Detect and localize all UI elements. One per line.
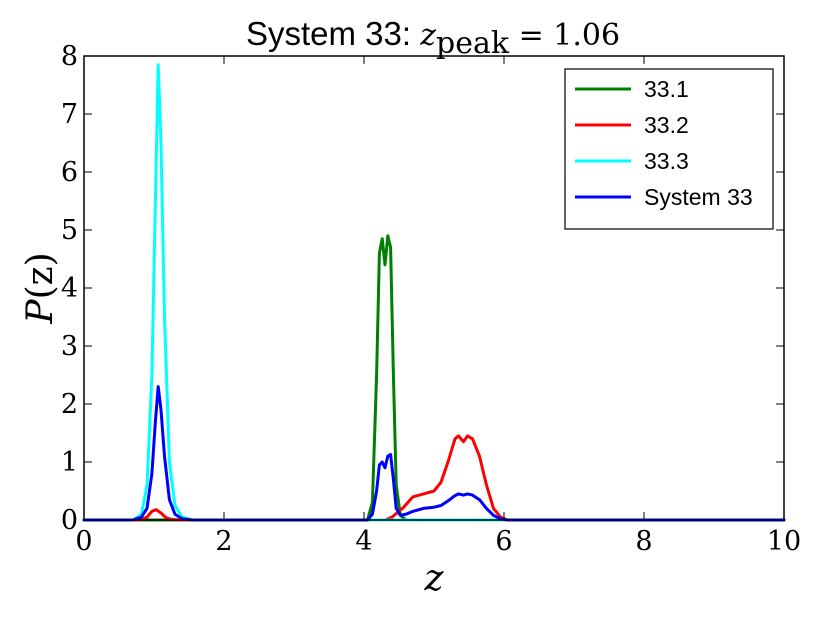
series-line-33-3 [82, 63, 786, 522]
y-tick-label: 0 [61, 505, 78, 536]
chart-title: System 33: zpeak = 1.06 [246, 15, 620, 61]
y-tick-label: 4 [61, 273, 78, 304]
x-tick-label: 10 [767, 526, 801, 557]
y-tick-label: 3 [61, 331, 78, 362]
svg-text:System 33: zpeak = 1.06: System 33: zpeak = 1.06 [246, 15, 620, 61]
y-axis-label-argument: (z) [20, 252, 61, 299]
y-tick-label: 8 [61, 41, 78, 72]
x-tick-label: 6 [495, 526, 512, 557]
y-axis-label: P(z) [20, 252, 61, 324]
x-tick-label: 8 [635, 526, 652, 557]
legend: 33.1 33.2 33.3 System 33 [564, 68, 774, 230]
plot-frame [83, 55, 785, 521]
series-line-system-33 [82, 385, 786, 522]
legend-entry-label: 33.3 [644, 148, 689, 174]
series-line-33-1 [82, 234, 786, 522]
ticks-layer: 0 2 4 6 8 10 0 1 2 3 4 5 6 7 8 [61, 41, 801, 557]
legend-entry-label: System 33 [644, 184, 753, 210]
y-tick-label: 1 [61, 447, 78, 478]
x-tick-label: 0 [75, 526, 92, 557]
y-tick-label: 5 [61, 215, 78, 246]
x-axis-label: z [424, 558, 445, 599]
x-tick-label: 4 [355, 526, 372, 557]
y-tick-label: 7 [61, 99, 78, 130]
series-layer [82, 63, 786, 522]
legend-box [564, 68, 774, 230]
chart-title-variable: z [419, 18, 436, 53]
series-line-33-2 [82, 434, 786, 522]
x-tick-label: 2 [215, 526, 232, 557]
chart-title-value: = 1.06 [509, 18, 620, 53]
chart-title-prefix: System 33: [246, 15, 420, 52]
legend-entry-label: 33.1 [644, 76, 689, 102]
y-axis-label-variable: P [20, 299, 61, 325]
legend-entry-label: 33.2 [644, 112, 689, 138]
y-tick-label: 2 [61, 389, 78, 420]
chart-title-subscript: peak [436, 26, 510, 61]
y-tick-label: 6 [61, 157, 78, 188]
